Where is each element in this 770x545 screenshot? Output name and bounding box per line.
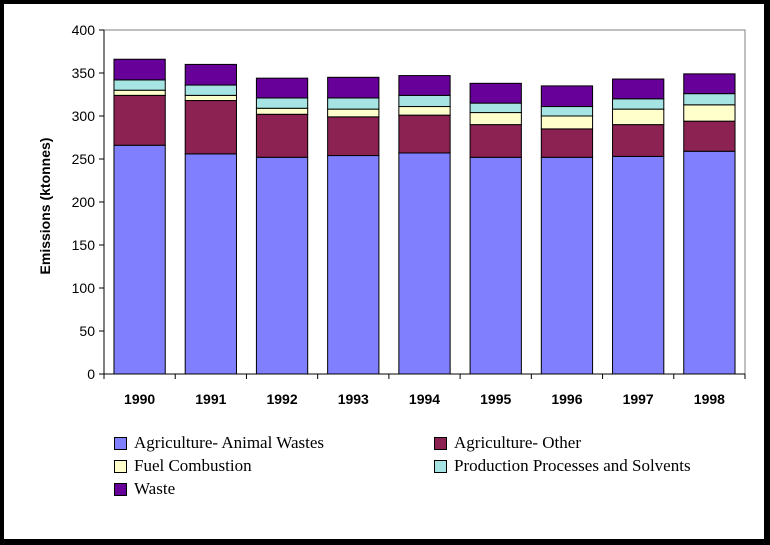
bar-segment (184, 94, 237, 102)
legend-item: Production Processes and Solvents (434, 455, 691, 477)
bar-segment (113, 58, 166, 81)
x-category-label: 1995 (480, 391, 511, 407)
x-axis: 1990 1991 1992 1993 1994 1995 1996 1997 1998 (103, 373, 746, 407)
x-category-label: 1992 (266, 391, 297, 407)
legend-swatch (114, 459, 127, 473)
bar-segment (255, 107, 309, 115)
bar-segment (469, 102, 522, 114)
legend-label: Production Processes and Solvents (454, 456, 691, 475)
bar-segment (184, 63, 237, 86)
bar-segment (469, 112, 522, 126)
bar-segment (612, 155, 665, 375)
bar-segment (398, 106, 451, 116)
bar-segment (469, 124, 522, 158)
bar-segment (184, 153, 237, 375)
bar-segment (255, 97, 309, 109)
bar-segment (683, 150, 736, 375)
bar-segment (540, 128, 594, 158)
bar-segment (469, 156, 522, 375)
x-category-label: 1997 (623, 391, 654, 407)
bar-segment (398, 75, 451, 96)
legend-swatch (114, 436, 127, 450)
bar-segment (683, 93, 736, 106)
chart-panel: 0 50 100 150 200 250 300 350 400 1990 1991 1992 199… (4, 4, 764, 539)
legend-label: Agriculture- Animal Wastes (134, 433, 324, 452)
x-category-label: 1994 (409, 391, 440, 407)
y-tick-label: 400 (72, 22, 96, 38)
bar-segment (184, 100, 237, 155)
x-category-label: 1996 (551, 391, 582, 407)
x-category-label: 1990 (124, 391, 155, 407)
bar-segment (113, 94, 166, 146)
y-tick-label: 100 (72, 280, 96, 296)
y-axis-title: Emissions (ktonnes) (37, 138, 53, 275)
bar-segment (255, 113, 309, 158)
bar-segment (683, 104, 736, 122)
bar-segment (327, 155, 380, 375)
bar-segment (469, 82, 522, 104)
y-tick-label: 350 (72, 65, 96, 81)
y-axis: 0 50 100 150 200 250 300 350 400 (72, 22, 105, 382)
bar-segment (612, 98, 665, 110)
legend-label: Fuel Combustion (134, 456, 252, 475)
legend-swatch (434, 436, 447, 450)
bar-segment (327, 108, 380, 118)
legend-item: Agriculture- Animal Wastes (114, 432, 324, 454)
bar-segment (398, 94, 451, 108)
bar-segment (540, 85, 594, 108)
y-tick-label: 0 (87, 366, 95, 382)
bar-segment (327, 97, 380, 110)
legend-item: Waste (114, 478, 175, 500)
y-tick-label: 300 (72, 108, 96, 124)
bar-segment (612, 108, 665, 126)
bar-segment (113, 79, 166, 91)
bar-segment (113, 144, 166, 375)
legend-swatch (434, 459, 447, 473)
y-tick-label: 150 (72, 237, 96, 253)
bar-segment (540, 156, 594, 375)
bar-segment (255, 156, 309, 375)
x-category-label: 1998 (694, 391, 725, 407)
bar-segment (398, 152, 451, 375)
bar-segment (612, 78, 665, 100)
legend: Agriculture- Animal Wastes Agriculture- O… (114, 432, 754, 512)
y-tick-label: 50 (79, 323, 95, 339)
legend-swatch (114, 482, 127, 496)
legend-item: Agriculture- Other (434, 432, 581, 454)
bar-segment (327, 116, 380, 157)
legend-label: Agriculture- Other (454, 433, 581, 452)
bar-segment (683, 120, 736, 152)
bar-segment (184, 84, 237, 96)
bar-segment (612, 124, 665, 157)
bar-segment (398, 114, 451, 154)
bar-segment (255, 77, 309, 99)
x-category-label: 1993 (338, 391, 369, 407)
x-category-label: 1991 (195, 391, 226, 407)
y-tick-label: 250 (72, 151, 96, 167)
bar-segment (540, 106, 594, 117)
bar-segment (540, 115, 594, 130)
legend-item: Fuel Combustion (114, 455, 252, 477)
bar-segment (327, 76, 380, 99)
y-tick-label: 200 (72, 194, 96, 210)
bar-segment (113, 89, 166, 96)
bar-segment (683, 73, 736, 95)
bars (113, 58, 736, 375)
legend-label: Waste (134, 479, 176, 498)
